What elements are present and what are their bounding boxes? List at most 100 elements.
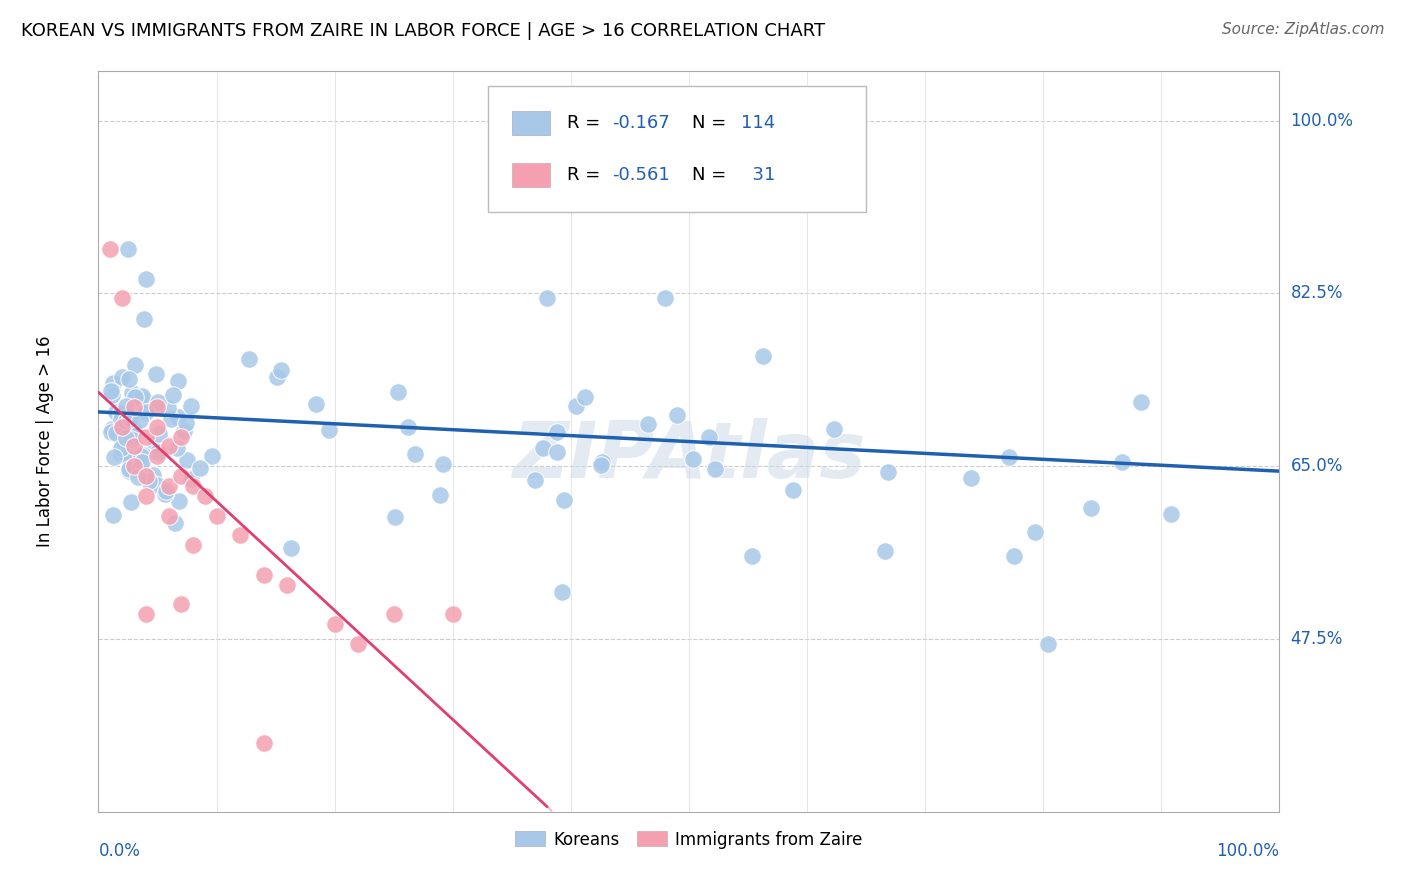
Point — [157, 508, 180, 523]
Point — [347, 637, 370, 651]
Point — [441, 607, 464, 622]
Point — [531, 441, 554, 455]
Point — [145, 367, 167, 381]
Point — [782, 483, 804, 497]
Point — [135, 271, 157, 285]
Point — [1024, 524, 1046, 539]
Point — [276, 577, 298, 591]
Text: N =: N = — [693, 114, 733, 132]
Text: N =: N = — [693, 166, 733, 184]
Text: 100.0%: 100.0% — [1216, 842, 1279, 860]
Point — [169, 494, 191, 508]
Point — [157, 401, 180, 415]
Text: R =: R = — [567, 114, 606, 132]
Point — [122, 422, 145, 436]
Point — [429, 488, 451, 502]
Point — [1080, 500, 1102, 515]
Point — [163, 516, 186, 530]
Point — [155, 483, 177, 498]
Point — [111, 292, 134, 306]
Point — [323, 617, 346, 632]
Text: 47.5%: 47.5% — [1291, 630, 1343, 648]
Point — [741, 549, 763, 563]
Point — [122, 400, 145, 414]
Point — [153, 487, 176, 501]
Point — [173, 425, 195, 439]
Point — [546, 425, 568, 440]
Point — [1160, 507, 1182, 521]
Point — [110, 411, 132, 425]
Point — [384, 510, 406, 524]
Point — [112, 434, 135, 448]
Point — [170, 598, 193, 612]
Point — [270, 363, 292, 377]
Point — [128, 458, 150, 473]
Point — [100, 425, 122, 440]
Point — [131, 449, 153, 463]
Point — [146, 477, 169, 491]
Point — [148, 394, 170, 409]
Point — [574, 390, 596, 404]
Point — [305, 397, 328, 411]
Point — [180, 400, 202, 414]
Point — [120, 494, 142, 508]
Point — [124, 359, 146, 373]
Text: Source: ZipAtlas.com: Source: ZipAtlas.com — [1222, 22, 1385, 37]
Point — [101, 376, 124, 390]
Point — [229, 528, 252, 542]
Point — [118, 412, 141, 426]
Point — [167, 374, 190, 388]
Point — [238, 352, 260, 367]
Text: -0.561: -0.561 — [612, 166, 669, 184]
Point — [131, 455, 153, 469]
Point — [157, 440, 180, 454]
Point — [174, 416, 197, 430]
Text: 65.0%: 65.0% — [1291, 458, 1343, 475]
Point — [591, 455, 613, 469]
Text: -0.167: -0.167 — [612, 114, 669, 132]
Point — [117, 242, 139, 256]
Point — [697, 430, 720, 444]
Text: 0.0%: 0.0% — [98, 842, 141, 860]
Point — [120, 425, 142, 440]
Point — [387, 384, 409, 399]
Point — [110, 447, 132, 461]
Point — [121, 428, 143, 442]
Point — [135, 429, 157, 443]
Point — [110, 369, 132, 384]
Point — [752, 349, 775, 363]
Point — [115, 445, 138, 459]
Point — [134, 400, 156, 414]
Point — [122, 440, 145, 454]
Text: In Labor Force | Age > 16: In Labor Force | Age > 16 — [37, 335, 55, 548]
Point — [536, 292, 558, 306]
Point — [1036, 637, 1059, 651]
Point — [142, 443, 165, 458]
Point — [132, 449, 155, 463]
Point — [110, 406, 132, 420]
Point — [122, 459, 145, 474]
Legend: Koreans, Immigrants from Zaire: Koreans, Immigrants from Zaire — [509, 824, 869, 855]
Point — [170, 469, 193, 483]
Point — [131, 389, 153, 403]
Point — [100, 387, 122, 401]
Point — [190, 460, 212, 475]
Point — [960, 471, 983, 485]
Text: R =: R = — [567, 166, 606, 184]
Point — [201, 449, 224, 463]
Point — [98, 242, 121, 256]
Point — [121, 386, 143, 401]
Point — [181, 479, 204, 493]
Point — [105, 425, 128, 440]
Point — [134, 392, 156, 407]
Point — [115, 430, 138, 444]
Text: ZIPAtlas: ZIPAtlas — [512, 418, 866, 494]
Point — [589, 458, 612, 473]
Point — [318, 423, 340, 437]
Point — [146, 400, 169, 414]
FancyBboxPatch shape — [512, 112, 550, 135]
Text: 100.0%: 100.0% — [1291, 112, 1354, 129]
Point — [666, 408, 689, 422]
Point — [553, 493, 575, 508]
Point — [704, 462, 727, 476]
